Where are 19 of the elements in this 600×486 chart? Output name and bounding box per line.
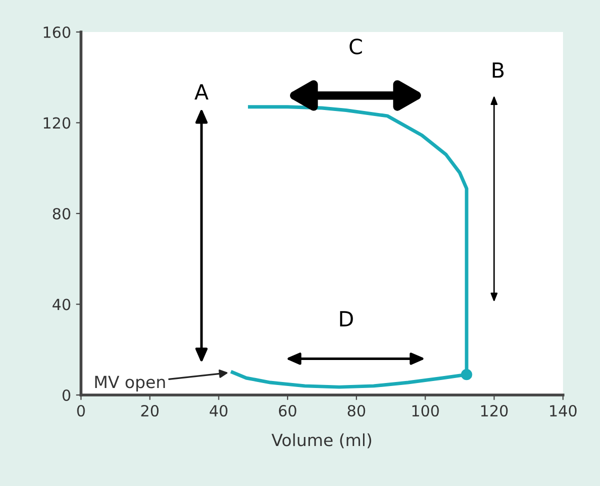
annotation: D [340,311,353,326]
x-tick-label: 0 [77,404,85,417]
y-tick-label: 160 [44,26,70,38]
y-tick-label: 120 [44,117,70,129]
y-tick-label: 40 [52,298,70,310]
x-tick-label: 40 [210,404,228,417]
annotation: B [492,62,504,78]
x-tick-label: 120 [481,404,508,417]
y-tick-label: 80 [52,208,70,220]
annotation: MV open [95,376,165,392]
y-tick-label: 0 [62,389,70,402]
x-tick-label: 80 [348,404,366,417]
x-axis-title: Volume (ml) [272,433,372,448]
x-tick-label: 60 [278,404,296,417]
x-tick-label: 140 [550,404,577,417]
x-tick-label: 100 [412,404,439,417]
annotation: C [350,38,362,54]
annotation: A [194,84,208,100]
x-tick-label: 20 [141,404,159,417]
